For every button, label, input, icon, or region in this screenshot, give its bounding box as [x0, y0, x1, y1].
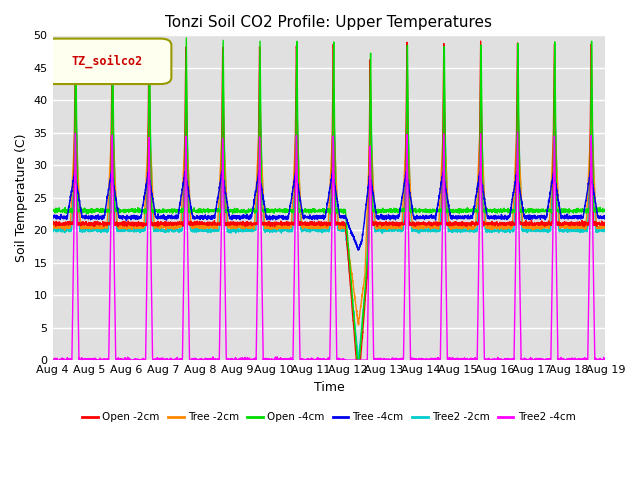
Title: Tonzi Soil CO2 Profile: Upper Temperatures: Tonzi Soil CO2 Profile: Upper Temperatur…	[165, 15, 492, 30]
Y-axis label: Soil Temperature (C): Soil Temperature (C)	[15, 133, 28, 262]
Legend: Open -2cm, Tree -2cm, Open -4cm, Tree -4cm, Tree2 -2cm, Tree2 -4cm: Open -2cm, Tree -2cm, Open -4cm, Tree -4…	[78, 408, 580, 426]
FancyBboxPatch shape	[44, 38, 172, 84]
X-axis label: Time: Time	[314, 381, 344, 394]
Text: TZ_soilco2: TZ_soilco2	[71, 55, 142, 68]
